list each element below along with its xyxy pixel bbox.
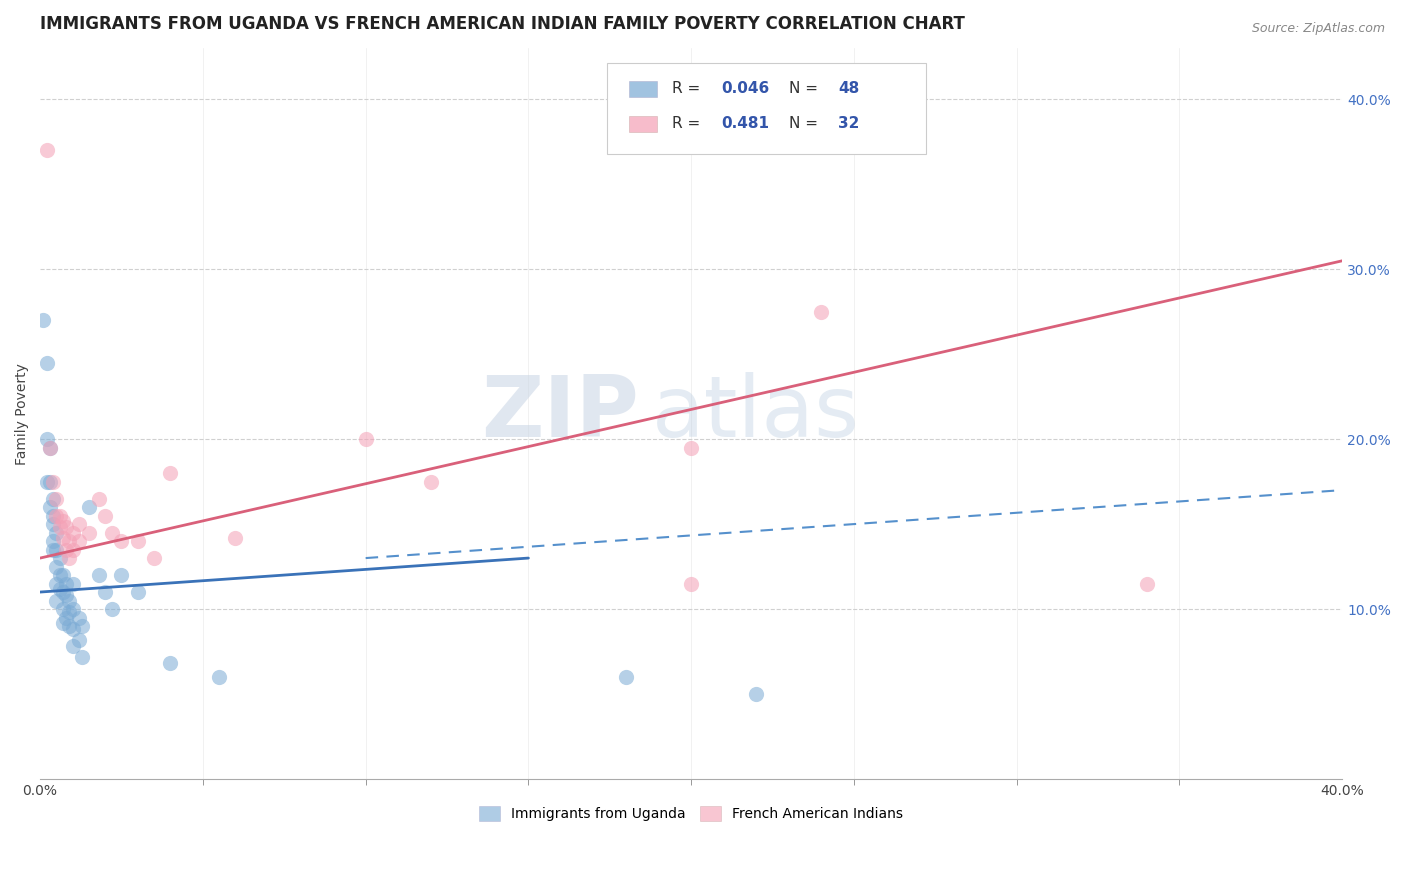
Point — [38, 441, 60, 455]
Text: 32: 32 — [838, 116, 859, 131]
Point — [48, 508, 70, 523]
Point — [87, 568, 110, 582]
Point — [48, 551, 70, 566]
Point — [52, 531, 75, 545]
Point — [67, 517, 90, 532]
FancyBboxPatch shape — [628, 80, 658, 96]
Text: N =: N = — [789, 116, 823, 131]
Point — [62, 542, 84, 557]
Point — [62, 623, 84, 637]
Point — [58, 619, 80, 633]
Point — [100, 602, 122, 616]
Point — [45, 491, 67, 506]
Text: 48: 48 — [838, 81, 859, 96]
Point — [58, 593, 80, 607]
Point — [681, 441, 703, 455]
Point — [1136, 576, 1159, 591]
Point — [35, 144, 58, 158]
Point — [42, 491, 65, 506]
Point — [87, 491, 110, 506]
Text: Source: ZipAtlas.com: Source: ZipAtlas.com — [1251, 22, 1385, 36]
Point — [55, 576, 77, 591]
Point — [67, 534, 90, 549]
Point — [58, 551, 80, 566]
Point — [42, 508, 65, 523]
Point — [681, 576, 703, 591]
Point — [58, 534, 80, 549]
Point — [45, 525, 67, 540]
Point — [55, 520, 77, 534]
Point — [77, 500, 100, 515]
Y-axis label: Family Poverty: Family Poverty — [15, 363, 30, 465]
Point — [62, 576, 84, 591]
Point — [77, 525, 100, 540]
Point — [42, 542, 65, 557]
Point — [52, 602, 75, 616]
Text: 0.481: 0.481 — [721, 116, 769, 131]
Point — [42, 534, 65, 549]
Point — [127, 585, 149, 599]
Point — [45, 576, 67, 591]
Point — [42, 517, 65, 532]
Point — [55, 589, 77, 603]
Point — [58, 606, 80, 620]
Point — [159, 466, 181, 480]
Point — [810, 304, 832, 318]
Point — [55, 542, 77, 557]
Text: ZIP: ZIP — [481, 372, 640, 455]
Point — [62, 525, 84, 540]
Point — [62, 640, 84, 654]
Text: 0.046: 0.046 — [721, 81, 769, 96]
Point — [35, 432, 58, 446]
Text: atlas: atlas — [652, 372, 860, 455]
Point — [110, 534, 132, 549]
Point — [38, 441, 60, 455]
Point — [35, 475, 58, 489]
Point — [143, 551, 166, 566]
Point — [208, 670, 231, 684]
Point — [38, 475, 60, 489]
Point — [354, 432, 377, 446]
Point — [52, 615, 75, 630]
Point — [159, 657, 181, 671]
Point — [38, 500, 60, 515]
Point — [48, 568, 70, 582]
Point — [67, 632, 90, 647]
Point — [45, 508, 67, 523]
Point — [52, 514, 75, 528]
Point — [72, 649, 94, 664]
Point — [745, 687, 768, 701]
Text: IMMIGRANTS FROM UGANDA VS FRENCH AMERICAN INDIAN FAMILY POVERTY CORRELATION CHAR: IMMIGRANTS FROM UGANDA VS FRENCH AMERICA… — [41, 15, 965, 33]
Point — [32, 313, 55, 327]
Point — [45, 542, 67, 557]
Point — [110, 568, 132, 582]
Point — [48, 582, 70, 596]
Text: R =: R = — [672, 81, 704, 96]
Point — [94, 508, 117, 523]
Point — [94, 585, 117, 599]
Point — [55, 610, 77, 624]
Point — [45, 593, 67, 607]
Text: N =: N = — [789, 81, 823, 96]
Point — [67, 610, 90, 624]
FancyBboxPatch shape — [606, 63, 925, 154]
Point — [127, 534, 149, 549]
Point — [52, 568, 75, 582]
Point — [62, 602, 84, 616]
Point — [35, 356, 58, 370]
Point — [614, 670, 637, 684]
Legend: Immigrants from Uganda, French American Indians: Immigrants from Uganda, French American … — [474, 801, 908, 827]
Point — [72, 619, 94, 633]
Text: R =: R = — [672, 116, 710, 131]
Point — [419, 475, 441, 489]
Point — [42, 475, 65, 489]
Point — [48, 520, 70, 534]
Point — [45, 559, 67, 574]
Point — [224, 531, 246, 545]
FancyBboxPatch shape — [628, 116, 658, 132]
Point — [52, 585, 75, 599]
Point — [100, 525, 122, 540]
